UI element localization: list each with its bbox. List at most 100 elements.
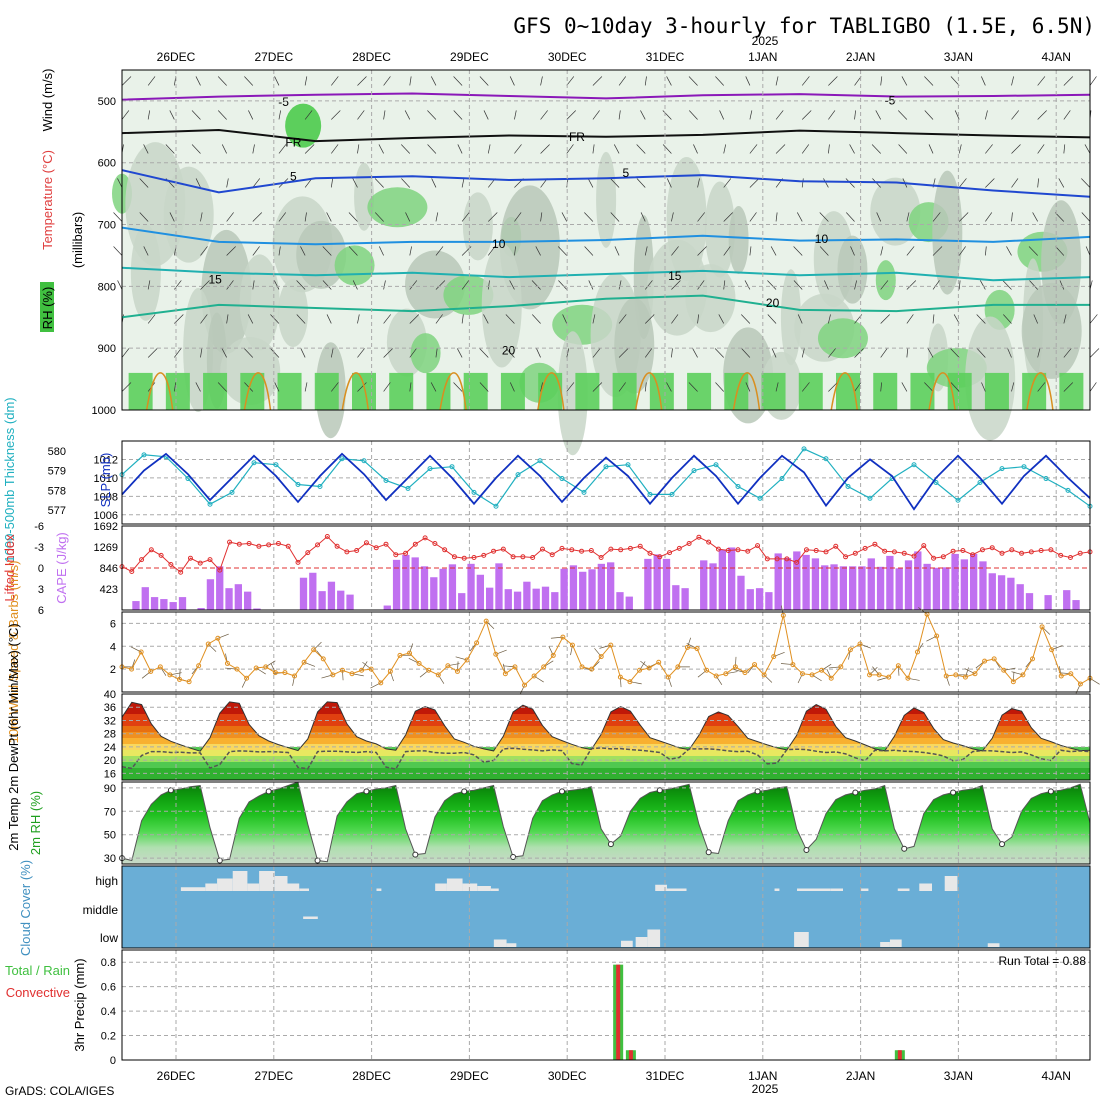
wind-point (1077, 681, 1083, 687)
wind-barb (357, 110, 365, 120)
wind-point (339, 667, 345, 673)
cloud-bar-low (880, 942, 890, 947)
wind-point (512, 664, 518, 670)
wind-barb (932, 212, 941, 222)
cape-bar (383, 605, 391, 610)
cloud-bar-low (620, 940, 633, 947)
wind-barb (644, 280, 653, 290)
thickness-point (207, 501, 213, 507)
lifted-point (862, 545, 868, 551)
precip-tick: 0.2 (101, 1031, 116, 1043)
thickness-point (691, 468, 697, 474)
lifted-point (393, 552, 399, 558)
wind-barb (514, 212, 522, 222)
date-label-top: 3JAN (944, 50, 973, 64)
wind-barb (221, 348, 227, 358)
wind-barb (147, 76, 156, 86)
wind-barb (618, 348, 629, 358)
lifted-point (227, 539, 233, 545)
contour-label: 20 (502, 343, 516, 357)
wind-barb (274, 382, 280, 392)
cloud-bar-high (259, 871, 275, 891)
wind-barb (801, 348, 805, 358)
wind-barb (592, 348, 601, 358)
lifted-point (960, 548, 966, 553)
wind-barb (610, 178, 620, 188)
thickness-point (647, 491, 653, 497)
thickness-point (801, 446, 807, 452)
date-label-top: 1JAN (748, 50, 777, 64)
cape-bar (523, 581, 531, 610)
wind-barb (767, 314, 777, 324)
cape-bar (662, 558, 671, 610)
temp-tick: 40 (104, 689, 116, 701)
wind-barb (195, 382, 201, 392)
wind-barb (457, 144, 463, 154)
top-date-axis: 26DEC 27DEC 28DEC 29DEC 30DEC 31DEC 1JAN 2JAN 3J… (157, 50, 1071, 64)
thickness-point (515, 472, 521, 478)
wind-point (742, 670, 748, 676)
wind-point (397, 652, 403, 658)
wind-point (148, 668, 154, 674)
cloud-bar-high (205, 883, 218, 891)
cape-bar (858, 566, 866, 610)
wind-point (272, 670, 278, 676)
wind-barb (117, 178, 123, 188)
lifted-point (989, 545, 995, 551)
rh-shade-surface (277, 372, 302, 410)
cape-bar (448, 564, 457, 610)
wind-barb (1085, 246, 1091, 256)
wind-barb (1037, 110, 1047, 120)
lifted-point (139, 557, 145, 563)
lifted-point (403, 550, 409, 556)
wind-barb (540, 144, 550, 154)
lifted-point (833, 543, 839, 549)
lifted-point (148, 547, 154, 553)
cape-bar (904, 560, 913, 610)
wind-barb (409, 280, 418, 290)
wind-barb (409, 246, 412, 256)
wind-barb (1063, 110, 1071, 120)
rh-shade (557, 331, 588, 456)
wind-barb (958, 280, 961, 290)
wind-barb (775, 212, 778, 222)
temp-tick: 24 (104, 742, 116, 754)
lifted-point (618, 547, 624, 553)
wind-barb (985, 246, 987, 256)
wind-point (407, 650, 413, 656)
rh-point (510, 853, 517, 860)
wind-barb (147, 314, 156, 324)
wind-frame (121, 611, 1091, 693)
wind-barb (614, 246, 620, 256)
wind-barb (532, 314, 541, 324)
slp-thickness-panel: 1006 1008 1010 1012 577 578 579 580 1000-500mb T… (2, 397, 1093, 563)
wind-point (1020, 672, 1026, 678)
wind-barb (509, 280, 515, 290)
wind-point (387, 668, 393, 674)
wind-barb (200, 246, 208, 256)
wind-barb (304, 110, 313, 120)
wind-barb (300, 348, 306, 358)
wind-point (138, 649, 144, 655)
wind-tick: 4 (110, 641, 116, 653)
cape-bar (653, 554, 661, 610)
wind-barb (221, 144, 227, 154)
lifted-point (1067, 555, 1073, 560)
rh-shade (334, 245, 375, 286)
cloud-frame (121, 865, 1091, 949)
cape-bar (765, 592, 773, 610)
wind-barb (796, 212, 803, 222)
rh-shade (837, 235, 868, 304)
wind-barb (697, 280, 705, 290)
lifted-point (852, 550, 858, 556)
date-label-bottom: 3JAN (944, 1069, 973, 1083)
wind-point (1058, 673, 1064, 679)
lifted-point (236, 541, 242, 547)
wind-barb (644, 76, 647, 86)
wind-barb (514, 246, 517, 256)
rh-area (122, 782, 1090, 864)
wind-point (819, 667, 825, 673)
wind-barb (671, 348, 673, 358)
cape-bar (569, 565, 578, 610)
wind-barb (461, 314, 464, 324)
